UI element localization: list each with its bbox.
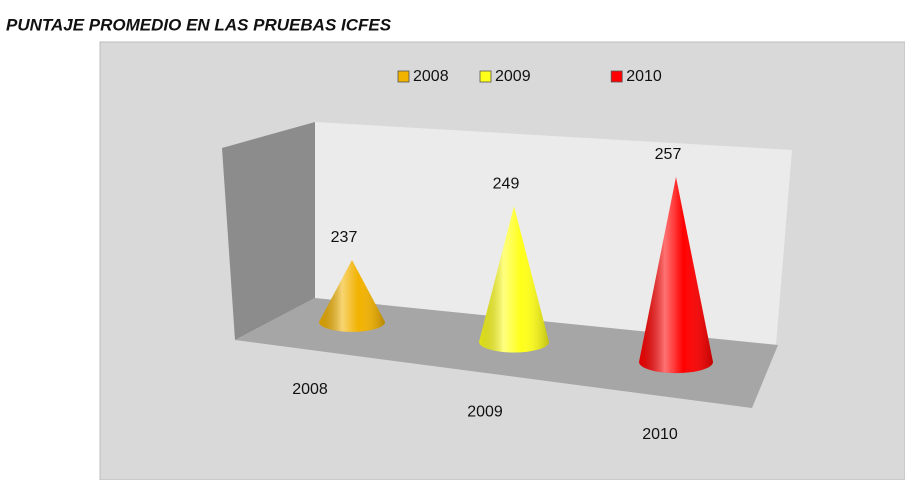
data-label: 249 (493, 175, 520, 192)
legend-label: 2010 (626, 68, 662, 85)
x-tick-label: 2009 (467, 404, 503, 421)
legend-swatch (479, 70, 492, 83)
cone-shading (479, 206, 549, 353)
cone-shading (319, 260, 385, 332)
legend-label: 2009 (495, 68, 531, 85)
cone-shading (639, 177, 713, 374)
legend-swatch (610, 70, 623, 83)
side-wall (222, 122, 315, 340)
chart-title: PUNTAJE PROMEDIO EN LAS PRUEBAS ICFES (6, 15, 392, 34)
legend-swatch (397, 70, 410, 83)
data-label: 237 (331, 229, 358, 246)
x-tick-label: 2010 (642, 426, 678, 443)
x-tick-label: 2008 (292, 381, 328, 398)
data-label: 257 (655, 146, 682, 163)
legend-label: 2008 (413, 68, 449, 85)
